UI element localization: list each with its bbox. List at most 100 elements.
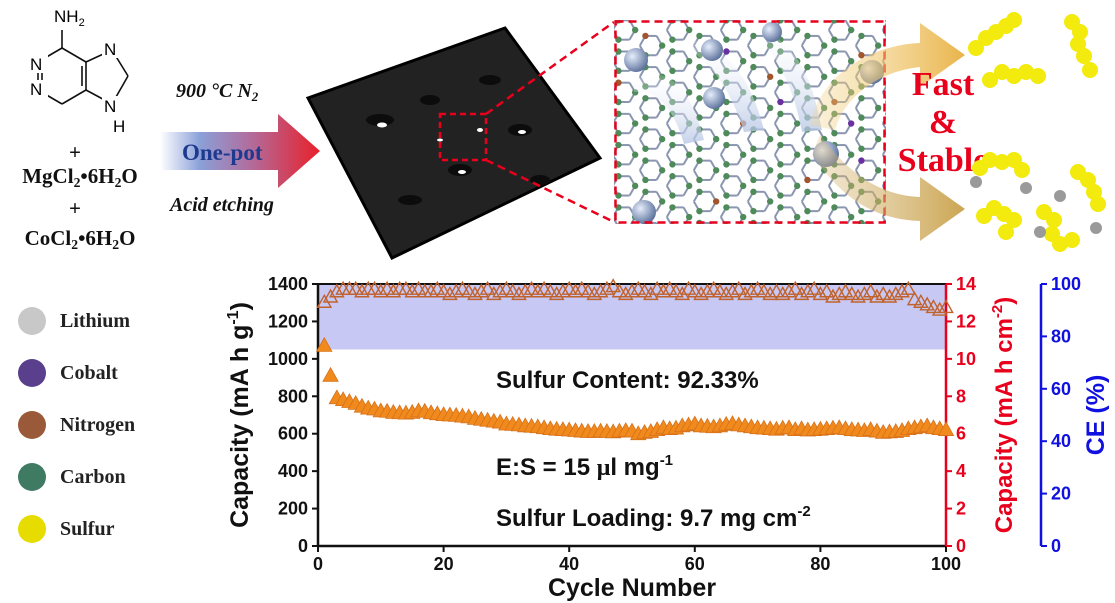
ce-point: [517, 283, 534, 298]
ce-point: [404, 283, 421, 298]
yl-tick-label: 200: [278, 499, 308, 519]
yl-tick-label: 1200: [268, 311, 308, 331]
yr2-tick-label: 0: [1051, 536, 1061, 556]
nh2-label: NH2: [54, 7, 85, 29]
ce-point: [605, 278, 622, 293]
ce-point: [843, 286, 860, 301]
y-right1-axis-label: Capacity (mA h cm-2): [989, 297, 1018, 534]
ce-point: [812, 286, 829, 301]
ce-point: [498, 280, 515, 295]
ce-point: [372, 283, 389, 298]
ce-point: [730, 280, 747, 295]
ce-point: [479, 280, 496, 295]
x-tick-label: 60: [685, 554, 705, 574]
ce-point: [555, 283, 571, 298]
ce-point: [743, 283, 760, 298]
ce-point: [542, 283, 559, 298]
ce-point: [686, 283, 703, 298]
x-tick-label: 100: [931, 554, 961, 574]
ce-point: [410, 280, 427, 295]
ce-point: [630, 280, 647, 295]
yr2-tick-label: 60: [1051, 379, 1071, 399]
yr1-tick-label: 14: [956, 274, 976, 294]
ce-point: [756, 283, 772, 298]
capacity-point: [937, 421, 955, 436]
y-right2-axis-label: CE (%): [1082, 375, 1110, 456]
ce-point: [919, 296, 936, 311]
yl-tick-label: 400: [278, 461, 308, 481]
porous-carbon-sheet: [305, 26, 603, 260]
yr1-tick-label: 12: [956, 311, 976, 331]
electrolyte-ratio-annotation: E:S = 15 μl mg-1: [496, 452, 673, 481]
flow-arrows: [810, 23, 965, 241]
legend-label: Cobalt: [60, 361, 118, 384]
fast-stable-label: Fast & Stable: [897, 66, 989, 180]
ce-point: [762, 286, 779, 301]
ce-point: [423, 283, 439, 298]
sulfur-content-annotation: Sulfur Content: 92.33%: [496, 367, 759, 394]
ce-point: [316, 293, 333, 308]
ce-point: [567, 283, 584, 298]
ce-point: [536, 280, 552, 295]
ce-point: [881, 288, 898, 303]
zoom-lines: [485, 20, 615, 224]
ce-band: [318, 284, 946, 350]
ce-point: [655, 283, 672, 298]
ce-point: [561, 280, 578, 295]
yr2-tick-label: 40: [1051, 431, 1071, 451]
plus-sign-2: +: [69, 196, 81, 220]
ce-point: [661, 280, 678, 295]
ce-point: [737, 286, 753, 301]
capacity-point: [315, 336, 333, 352]
plus-sign-1: +: [69, 140, 81, 164]
ce-point: [573, 280, 590, 295]
ce-point: [787, 280, 804, 295]
lattice-zoom: [614, 20, 886, 224]
ce-point: [938, 299, 954, 314]
ce-point: [875, 286, 892, 301]
ce-point: [724, 283, 741, 298]
yr2-tick-label: 80: [1051, 326, 1071, 346]
ce-point: [529, 283, 546, 298]
yr1-tick-label: 10: [956, 349, 976, 369]
legend-item: Nitrogen: [18, 410, 218, 440]
cycling-chart: 0 20 40 60 80 1000200400600800100012001400024…: [225, 274, 1110, 602]
ce-point: [398, 280, 414, 295]
ce-point: [322, 288, 339, 303]
legend-item: Carbon: [18, 462, 218, 492]
ce-point: [624, 283, 640, 298]
ce-point: [617, 286, 634, 301]
legend-label: Carbon: [60, 465, 126, 488]
ce-point: [429, 280, 446, 295]
legend-item: Lithium: [18, 306, 218, 336]
ce-point: [894, 283, 910, 298]
ce-point: [328, 283, 345, 298]
ce-point: [586, 286, 603, 301]
legend-label: Nitrogen: [60, 413, 136, 436]
ce-point: [548, 286, 565, 301]
atom-legend: Lithium Cobalt Nitrogen Carbon Sulfur: [18, 306, 218, 566]
ce-point: [379, 280, 395, 295]
ce-point: [793, 286, 810, 301]
yl-tick-label: 0: [298, 536, 308, 556]
ce-point: [799, 283, 816, 298]
ce-point: [913, 293, 929, 308]
ce-point: [385, 283, 402, 298]
ce-point: [781, 283, 797, 298]
ce-point: [442, 286, 458, 301]
n4-label: N: [104, 97, 116, 116]
ce-point: [649, 280, 665, 295]
legend-label: Lithium: [60, 309, 131, 332]
ce-point: [467, 286, 483, 301]
adenine-structure: NH2 N N N N H: [28, 4, 129, 136]
yr1-tick-label: 4: [956, 461, 966, 481]
x-tick-label: 40: [559, 554, 579, 574]
ce-point: [749, 280, 766, 295]
yr1-tick-label: 2: [956, 499, 966, 519]
ce-point: [523, 280, 540, 295]
ce-point: [642, 286, 659, 301]
ce-point: [504, 283, 521, 298]
yl-tick-label: 1000: [268, 349, 308, 369]
ce-point: [825, 288, 841, 303]
ce-point: [435, 283, 452, 298]
